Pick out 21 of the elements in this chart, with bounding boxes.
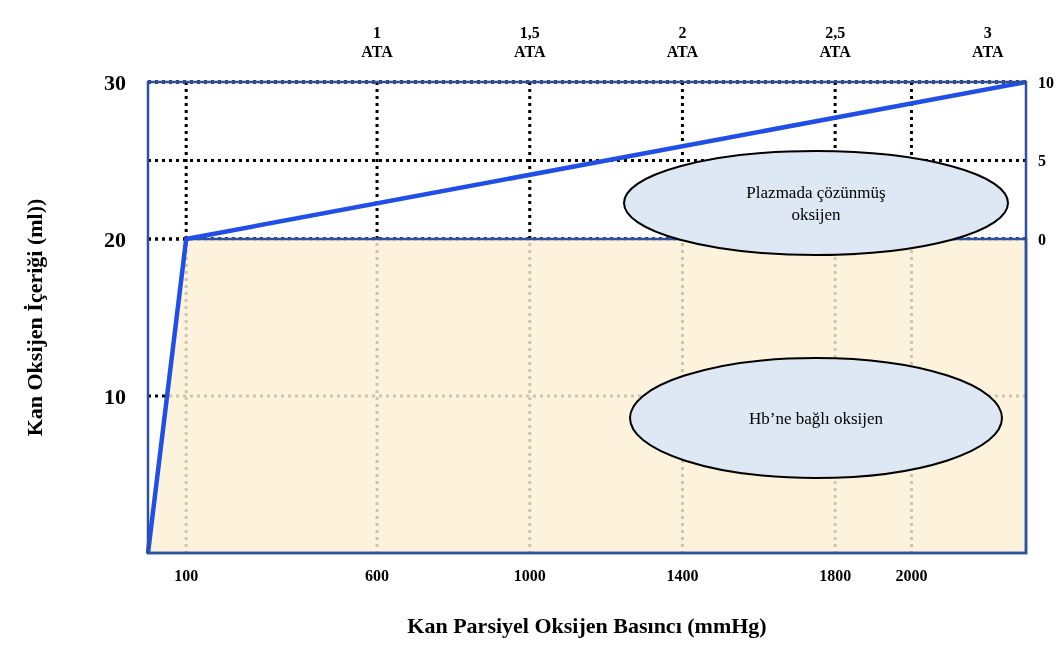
x-tick-label: 1000 <box>513 567 546 584</box>
y-axis-title: Kan Oksijen İçeriği (ml)) <box>22 198 47 437</box>
x-tick-label: 100 <box>174 567 199 584</box>
x2-tick-label: 3 ATA <box>972 24 1004 60</box>
y-tick-label: 30 <box>104 69 126 95</box>
y-tick-label: 20 <box>104 226 126 252</box>
x2-tick-label: 1 ATA <box>361 24 394 60</box>
y-tick-label: 10 <box>104 383 126 409</box>
x2-tick-label: 2,5 ATA <box>819 24 852 60</box>
x-axis-title: Kan Parsiyel Oksijen Basıncı (mmHg) <box>407 613 767 638</box>
x2-tick-label: 2 ATA <box>666 24 699 60</box>
x-tick-label: 600 <box>365 567 390 584</box>
x2-tick-label: 1,5 ATA <box>514 24 546 60</box>
x-tick-label: 1800 <box>819 567 852 584</box>
x-tick-label: 1400 <box>666 567 699 584</box>
annotation: Plazmada çözünmüş oksijen <box>746 183 886 224</box>
y2-tick-label: 0 <box>1038 230 1046 248</box>
y2-tick-label: 5 <box>1038 152 1046 170</box>
x-tick-label: 2000 <box>895 567 928 584</box>
annotation: Hb’ne bağlı oksijen <box>748 409 884 428</box>
y2-tick-label: 10 <box>1038 73 1054 91</box>
